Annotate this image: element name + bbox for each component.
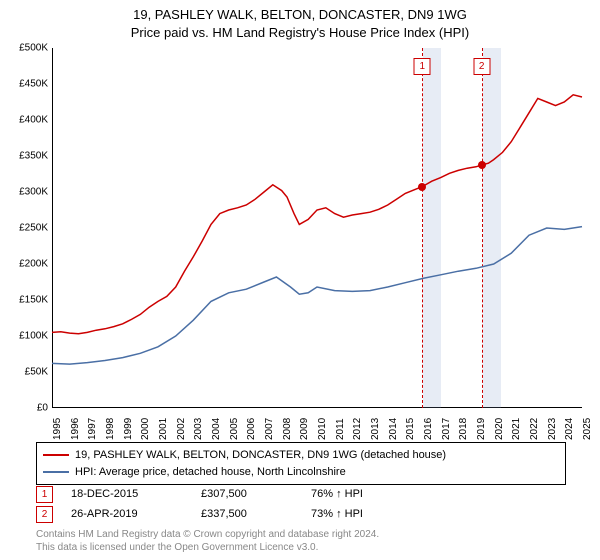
x-tick-label: 2000 [140, 418, 151, 440]
x-tick-label: 2010 [317, 418, 328, 440]
x-tick-label: 2013 [370, 418, 381, 440]
vertical-marker-callout: 1 [414, 58, 431, 75]
title-line-1: 19, PASHLEY WALK, BELTON, DONCASTER, DN9… [0, 6, 600, 24]
title-line-2: Price paid vs. HM Land Registry's House … [0, 24, 600, 42]
x-tick-label: 2008 [282, 418, 293, 440]
chart-area: 12 £0£50K£100K£150K£200K£250K£300K£350K£… [52, 48, 582, 408]
x-tick-label: 2002 [176, 418, 187, 440]
sale-date: 26-APR-2019 [71, 508, 201, 520]
x-tick-label: 2021 [511, 418, 522, 440]
sale-price: £337,500 [201, 508, 311, 520]
table-row: 1 18-DEC-2015 £307,500 76% ↑ HPI [36, 484, 431, 504]
y-tick-label: £200K [19, 259, 48, 270]
sale-pct: 76% ↑ HPI [311, 488, 431, 500]
y-tick-label: £450K [19, 79, 48, 90]
footer-line-1: Contains HM Land Registry data © Crown c… [36, 528, 379, 541]
chart-lines [52, 48, 582, 408]
x-tick-label: 2007 [264, 418, 275, 440]
y-tick-label: £150K [19, 295, 48, 306]
x-tick-label: 2016 [423, 418, 434, 440]
y-tick-label: £0 [37, 403, 48, 414]
x-tick-label: 2003 [193, 418, 204, 440]
footer-text: Contains HM Land Registry data © Crown c… [36, 528, 379, 554]
sale-price: £307,500 [201, 488, 311, 500]
x-tick-label: 1999 [123, 418, 134, 440]
y-tick-label: £50K [25, 367, 48, 378]
sales-table: 1 18-DEC-2015 £307,500 76% ↑ HPI 2 26-AP… [36, 484, 431, 524]
y-tick-label: £250K [19, 223, 48, 234]
x-tick-label: 2009 [299, 418, 310, 440]
x-tick-label: 2017 [441, 418, 452, 440]
y-tick-label: £500K [19, 43, 48, 54]
x-tick-label: 1996 [70, 418, 81, 440]
x-tick-label: 2005 [229, 418, 240, 440]
y-tick-label: £400K [19, 115, 48, 126]
series-line-property [52, 95, 582, 334]
sale-marker-dot [418, 183, 426, 191]
x-tick-label: 2006 [246, 418, 257, 440]
vertical-marker-callout: 2 [473, 58, 490, 75]
x-tick-label: 1995 [52, 418, 63, 440]
legend-label-1: 19, PASHLEY WALK, BELTON, DONCASTER, DN9… [75, 447, 446, 464]
sale-number-box: 1 [36, 486, 53, 503]
y-tick-label: £350K [19, 151, 48, 162]
legend-row: 19, PASHLEY WALK, BELTON, DONCASTER, DN9… [43, 447, 559, 464]
x-tick-label: 2011 [335, 418, 346, 440]
x-tick-label: 2025 [582, 418, 593, 440]
x-tick-label: 2022 [529, 418, 540, 440]
x-tick-label: 2014 [388, 418, 399, 440]
legend-swatch-2 [43, 471, 69, 473]
footer-line-2: This data is licensed under the Open Gov… [36, 541, 379, 554]
legend-label-2: HPI: Average price, detached house, Nort… [75, 464, 346, 481]
legend-swatch-1 [43, 454, 69, 456]
y-tick-label: £300K [19, 187, 48, 198]
series-line-hpi [52, 227, 582, 365]
x-tick-label: 2004 [211, 418, 222, 440]
sale-date: 18-DEC-2015 [71, 488, 201, 500]
x-tick-label: 2018 [458, 418, 469, 440]
x-tick-label: 2015 [405, 418, 416, 440]
x-tick-label: 2019 [476, 418, 487, 440]
x-tick-label: 2023 [547, 418, 558, 440]
x-tick-label: 2012 [352, 418, 363, 440]
table-row: 2 26-APR-2019 £337,500 73% ↑ HPI [36, 504, 431, 524]
legend-box: 19, PASHLEY WALK, BELTON, DONCASTER, DN9… [36, 442, 566, 485]
x-tick-label: 1998 [105, 418, 116, 440]
y-tick-label: £100K [19, 331, 48, 342]
sale-pct: 73% ↑ HPI [311, 508, 431, 520]
x-tick-label: 2020 [494, 418, 505, 440]
x-tick-label: 2024 [564, 418, 575, 440]
x-tick-label: 1997 [87, 418, 98, 440]
sale-marker-dot [478, 161, 486, 169]
sale-number-box: 2 [36, 506, 53, 523]
legend-row: HPI: Average price, detached house, Nort… [43, 464, 559, 481]
x-tick-label: 2001 [158, 418, 169, 440]
